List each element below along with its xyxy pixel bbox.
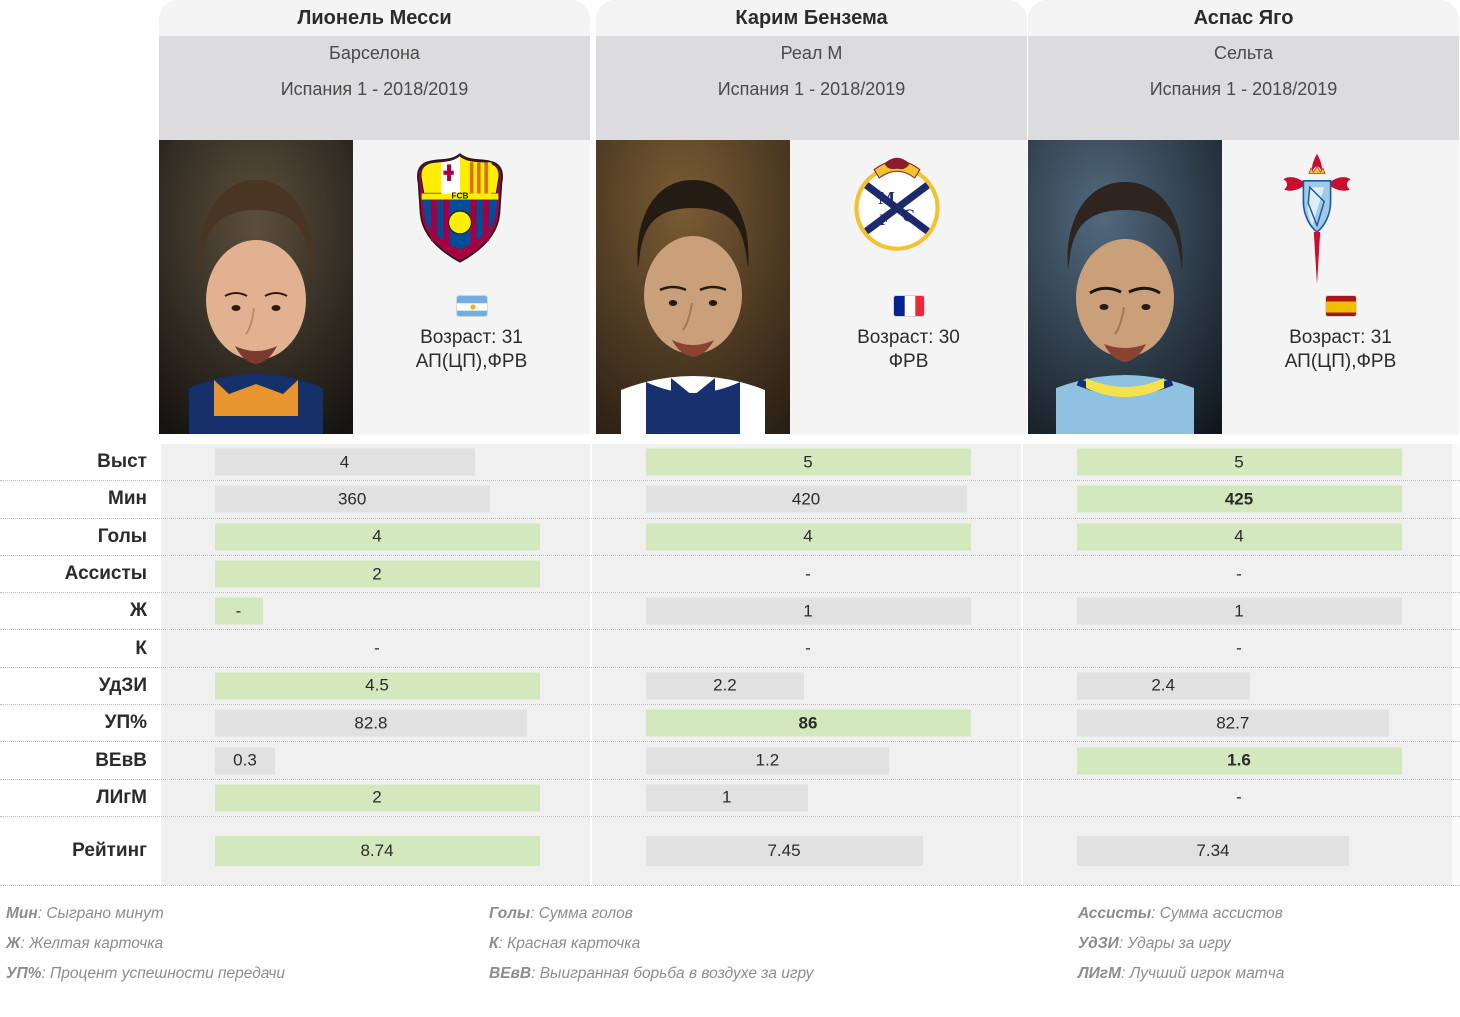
svg-text:F: F bbox=[879, 212, 889, 229]
svg-text:C: C bbox=[902, 206, 915, 226]
svg-text:M: M bbox=[878, 188, 895, 208]
svg-text:FCB: FCB bbox=[451, 191, 468, 201]
